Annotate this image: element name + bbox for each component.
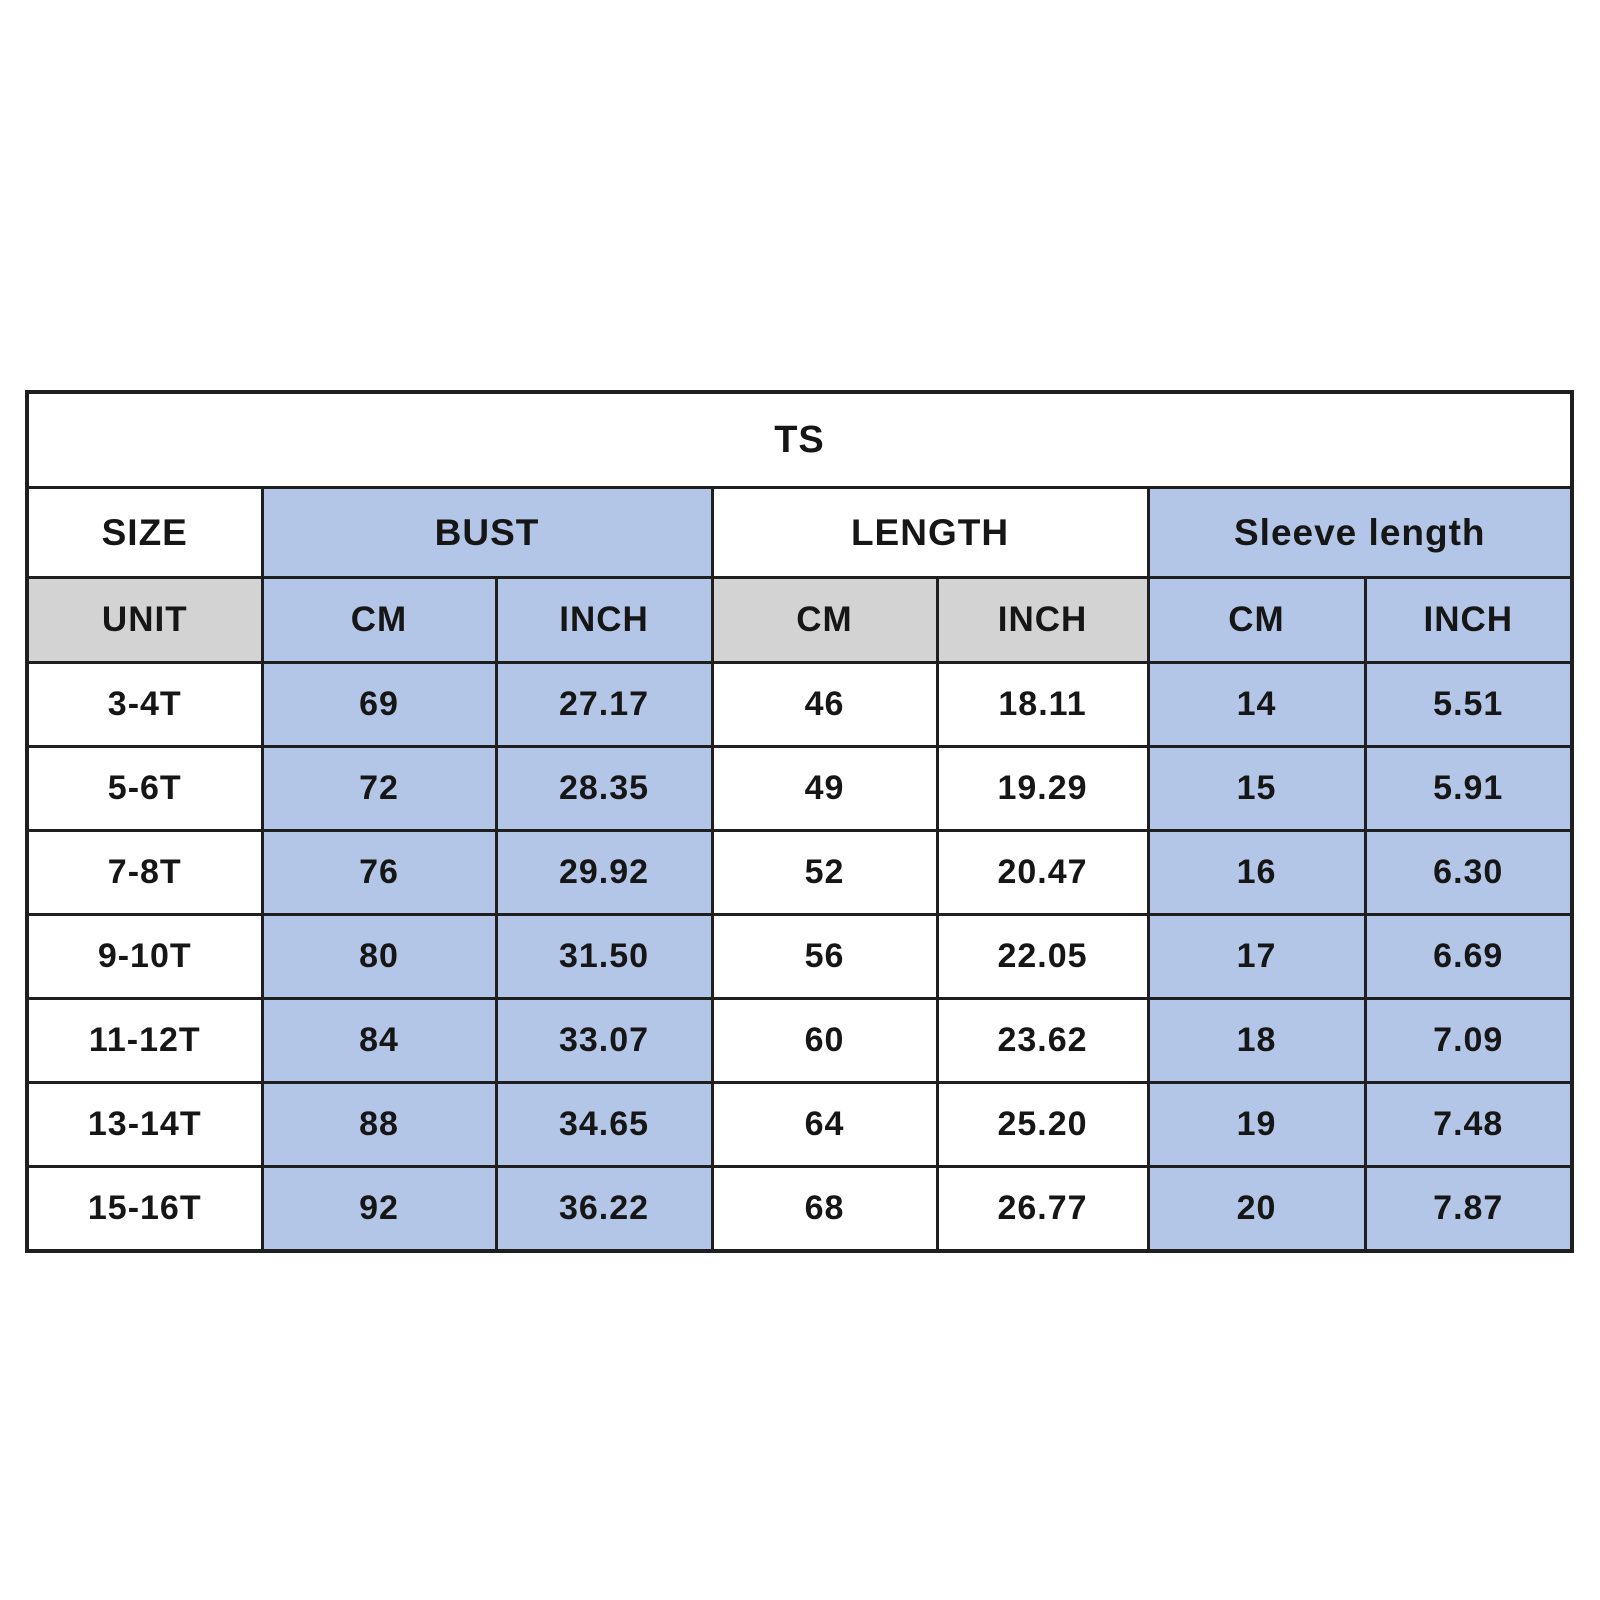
sleeve-cm-cell: 19 [1146,1081,1367,1168]
header-bust: BUST [260,486,714,579]
size-chart-table: TS SIZE BUST LENGTH Sleeve length UNIT C… [25,390,1575,1253]
bust-inch-cell: 29.92 [494,829,714,916]
length-cm-cell: 68 [710,1165,939,1253]
bust-cm-cell: 84 [260,997,498,1084]
bust-inch-cell: 34.65 [494,1081,714,1168]
size-cell: 5-6T [25,745,264,832]
length-cm-cell: 56 [710,913,939,1000]
length-inch-cell: 22.05 [935,913,1150,1000]
bust-inch-cell: 31.50 [494,913,714,1000]
length-inch-cell: 23.62 [935,997,1150,1084]
table-title-row: TS [25,390,1574,489]
bust-cm-cell: 92 [260,1165,498,1253]
length-cm-cell: 64 [710,1081,939,1168]
length-inch-cell: 18.11 [935,661,1150,748]
sleeve-inch-cell: 6.69 [1363,913,1574,1000]
length-cm-header-cell: CM [710,576,939,664]
unit-label-cell: UNIT [25,576,264,664]
bust-inch-cell: 28.35 [494,745,714,832]
bust-cm-cell: 76 [260,829,498,916]
header-sleeve-length: Sleeve length [1146,486,1574,579]
table-row: 13-14T 88 34.65 64 25.20 19 7.48 [25,1081,1574,1168]
bust-inch-cell: 27.17 [494,661,714,748]
sleeve-inch-cell: 5.51 [1363,661,1574,748]
size-cell: 15-16T [25,1165,264,1253]
length-cm-cell: 52 [710,829,939,916]
bust-inch-cell: 36.22 [494,1165,714,1253]
table-title: TS [25,390,1574,489]
sleeve-cm-cell: 17 [1146,913,1367,1000]
unit-row: UNIT CM INCH CM INCH CM INCH [25,576,1574,664]
header-length: LENGTH [710,486,1150,579]
length-cm-cell: 46 [710,661,939,748]
table-row: 11-12T 84 33.07 60 23.62 18 7.09 [25,997,1574,1084]
sleeve-cm-cell: 20 [1146,1165,1367,1253]
bust-cm-cell: 69 [260,661,498,748]
bust-cm-cell: 80 [260,913,498,1000]
header-size: SIZE [25,486,264,579]
bust-inch-cell: 33.07 [494,997,714,1084]
table-row: 15-16T 92 36.22 68 26.77 20 7.87 [25,1165,1574,1253]
size-cell: 9-10T [25,913,264,1000]
length-cm-cell: 60 [710,997,939,1084]
table-row: 9-10T 80 31.50 56 22.05 17 6.69 [25,913,1574,1000]
sleeve-inch-cell: 7.09 [1363,997,1574,1084]
bust-cm-cell: 88 [260,1081,498,1168]
bust-inch-header-cell: INCH [494,576,714,664]
sleeve-cm-cell: 18 [1146,997,1367,1084]
bust-cm-header-cell: CM [260,576,498,664]
sleeve-cm-header-cell: CM [1146,576,1367,664]
length-inch-cell: 25.20 [935,1081,1150,1168]
sleeve-inch-header-cell: INCH [1363,576,1574,664]
table-row: 5-6T 72 28.35 49 19.29 15 5.91 [25,745,1574,832]
size-cell: 3-4T [25,661,264,748]
length-cm-cell: 49 [710,745,939,832]
table-row: 7-8T 76 29.92 52 20.47 16 6.30 [25,829,1574,916]
sleeve-cm-cell: 16 [1146,829,1367,916]
length-inch-cell: 20.47 [935,829,1150,916]
length-inch-cell: 19.29 [935,745,1150,832]
sleeve-inch-cell: 7.48 [1363,1081,1574,1168]
length-inch-header-cell: INCH [935,576,1150,664]
sleeve-cm-cell: 15 [1146,745,1367,832]
size-cell: 13-14T [25,1081,264,1168]
sleeve-inch-cell: 5.91 [1363,745,1574,832]
header-group-row: SIZE BUST LENGTH Sleeve length [25,486,1574,579]
size-cell: 7-8T [25,829,264,916]
length-inch-cell: 26.77 [935,1165,1150,1253]
table-row: 3-4T 69 27.17 46 18.11 14 5.51 [25,661,1574,748]
bust-cm-cell: 72 [260,745,498,832]
sleeve-inch-cell: 6.30 [1363,829,1574,916]
size-cell: 11-12T [25,997,264,1084]
sleeve-inch-cell: 7.87 [1363,1165,1574,1253]
sleeve-cm-cell: 14 [1146,661,1367,748]
